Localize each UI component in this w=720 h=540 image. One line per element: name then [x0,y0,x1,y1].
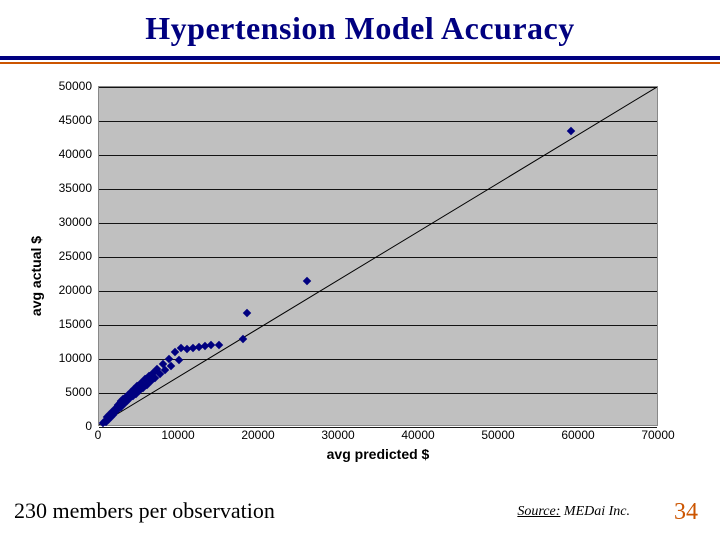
slide-title: Hypertension Model Accuracy [0,0,720,47]
x-tick: 70000 [641,428,674,442]
y-tick: 50000 [59,79,92,93]
divider-orange [0,62,720,64]
y-tick: 10000 [59,351,92,365]
trend-line [99,87,657,425]
slide-root: Hypertension Model Accuracy avg actual $… [0,0,720,540]
y-tick: 0 [85,419,92,433]
y-tick: 35000 [59,181,92,195]
divider-navy [0,56,720,60]
y-tick-column: 0500010000150002000025000300003500040000… [50,86,98,426]
x-tick: 20000 [241,428,274,442]
gridline [99,87,657,88]
x-tick: 0 [95,428,102,442]
source-label: Source: [517,504,560,519]
chart-container: avg actual $ 050001000015000200002500030… [40,86,680,466]
y-tick: 5000 [65,385,92,399]
x-tick: 60000 [561,428,594,442]
gridline [99,189,657,190]
gridline [99,223,657,224]
y-tick: 40000 [59,147,92,161]
y-tick: 30000 [59,215,92,229]
plot-area [98,86,658,426]
y-axis-label: avg actual $ [28,236,44,316]
x-tick: 40000 [401,428,434,442]
gridline [99,121,657,122]
gridline [99,325,657,326]
page-number: 34 [674,499,698,526]
footer-source: Source: MEDai Inc. [517,504,630,520]
gridline [99,155,657,156]
gridline [99,291,657,292]
gridline [99,257,657,258]
y-tick: 15000 [59,317,92,331]
x-axis-label: avg predicted $ [98,446,658,462]
source-name: MEDai Inc. [560,504,630,519]
gridline [99,393,657,394]
footer-note: 230 members per observation [14,498,275,524]
x-tick: 50000 [481,428,514,442]
y-tick: 25000 [59,249,92,263]
x-tick: 10000 [161,428,194,442]
y-tick: 45000 [59,113,92,127]
x-tick: 30000 [321,428,354,442]
y-tick: 20000 [59,283,92,297]
